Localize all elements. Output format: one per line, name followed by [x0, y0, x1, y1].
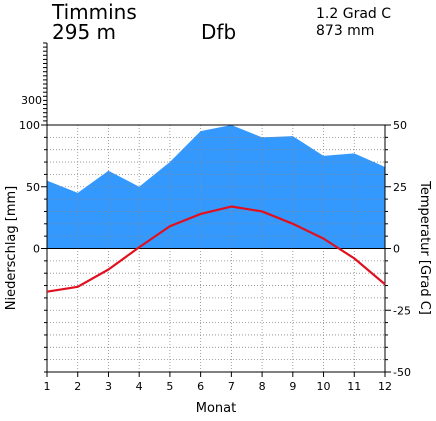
- climate-class: Dfb: [201, 20, 236, 44]
- temperature-tick-label: -50: [393, 366, 411, 379]
- month-tick-label: 9: [289, 380, 296, 393]
- month-tick-label: 10: [317, 380, 331, 393]
- station-name: Timmins: [51, 0, 137, 24]
- temperature-tick-label: 25: [393, 181, 407, 194]
- month-tick-label: 7: [228, 380, 235, 393]
- mean-temperature: 1.2 Grad C: [316, 6, 391, 22]
- month-axis-ticks: 1 2 3 4 5 6 7 8 9 10 11 12: [44, 372, 392, 393]
- extended-precipitation-axis: [43, 42, 48, 125]
- month-tick-label: 12: [378, 380, 392, 393]
- temperature-tick-label: -25: [393, 304, 411, 317]
- precipitation-tick-label: 100: [19, 119, 40, 132]
- x-axis-title: Monat: [196, 401, 236, 416]
- month-tick-label: 2: [74, 380, 81, 393]
- month-tick-label: 1: [44, 380, 51, 393]
- month-tick-label: 4: [136, 380, 143, 393]
- left-axis-title: Niederschlag [mm]: [4, 186, 19, 311]
- precipitation-tick-label: 50: [26, 181, 40, 194]
- annual-precipitation: 873 mm: [316, 23, 374, 39]
- station-elevation: 295 m: [52, 20, 116, 44]
- month-tick-label: 5: [166, 380, 173, 393]
- precipitation-tick-label: 0: [33, 243, 40, 256]
- temperature-axis-ticks: -50 -25 0 25 50: [385, 119, 411, 379]
- extended-axis-label: 300: [21, 94, 42, 107]
- right-axis-title: Temperatur [Grad C]: [417, 180, 432, 315]
- month-tick-label: 6: [197, 380, 204, 393]
- precipitation-axis-ticks: 0 50 100: [19, 119, 47, 373]
- month-tick-label: 8: [259, 380, 266, 393]
- temperature-line: [46, 205, 386, 293]
- temperature-tick-label: 50: [393, 119, 407, 132]
- month-tick-label: 3: [105, 380, 112, 393]
- month-tick-label: 11: [347, 380, 361, 393]
- temperature-tick-label: 0: [393, 243, 400, 256]
